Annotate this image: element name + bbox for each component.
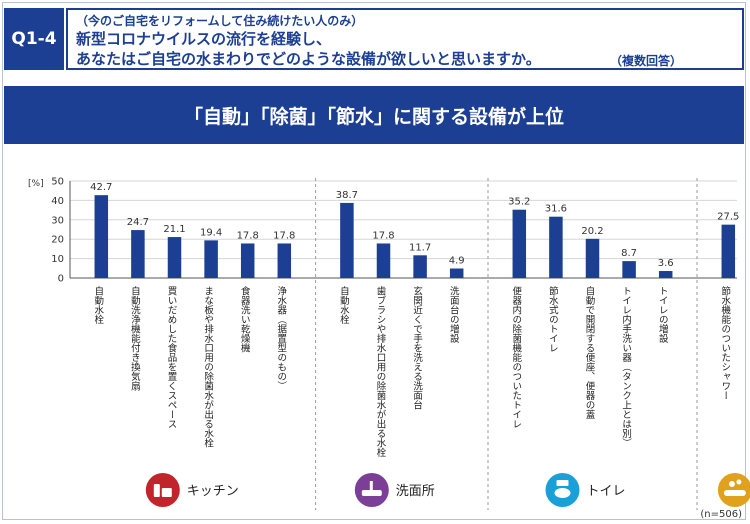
washroom-basin-glyph <box>361 490 382 496</box>
question-header: （今のご自宅をリフォームして住み続けたい人のみ） 新型コロナウイルスの流行を経験… <box>66 8 744 70</box>
category-label: 洗面台の増設 <box>448 285 460 344</box>
category-label: 便器内の除菌機能のついたトイレ <box>510 285 522 428</box>
question-line-1: 新型コロナウイルスの流行を経験し、 <box>76 30 332 48</box>
group-name: キッチン <box>187 484 239 499</box>
bar <box>277 243 292 278</box>
bar <box>512 209 527 278</box>
data-label: 17.8 <box>372 230 394 241</box>
toilet-tank-glyph <box>556 480 569 486</box>
category-label: 買いだめした食品を置くスペース <box>166 286 178 429</box>
y-tick-label: 30 <box>51 215 64 226</box>
data-label: 31.6 <box>545 204 567 215</box>
question-id: Q1-4 <box>11 29 57 49</box>
question-condition: （今のご自宅をリフォームして住み続けたい人のみ） <box>76 14 364 28</box>
data-label: 11.7 <box>409 242 431 253</box>
data-label: 35.2 <box>508 197 530 208</box>
y-tick-label: 40 <box>51 196 64 207</box>
data-label: 17.8 <box>273 230 295 241</box>
bar <box>721 224 736 278</box>
data-label: 42.7 <box>90 182 112 193</box>
data-label: 17.8 <box>237 230 259 241</box>
category-label: トイレの増設 <box>657 286 669 344</box>
question-id-badge: Q1-4 <box>4 8 64 70</box>
bath-tub-glyph <box>723 490 746 496</box>
y-tick-label: 20 <box>51 235 64 246</box>
bar <box>240 243 255 278</box>
group-name: トイレ <box>587 484 626 499</box>
bar <box>413 255 427 278</box>
data-label: 38.7 <box>336 190 358 201</box>
sample-size: (n=506) <box>700 509 742 520</box>
data-label: 21.1 <box>163 224 185 235</box>
kitchen-pot-glyph <box>161 488 172 497</box>
bar <box>549 216 563 278</box>
washroom-faucet-glyph <box>369 481 373 490</box>
category-label: 自動で開閉する便座、便器の蓋 <box>584 285 596 419</box>
bar <box>340 202 354 278</box>
y-tick-label: 10 <box>51 254 64 265</box>
category-label: 自動水栓 <box>92 285 104 325</box>
data-label: 20.2 <box>581 226 603 237</box>
category-label: まな板や排水口用の除菌水が出る水栓 <box>202 286 214 448</box>
data-label: 24.7 <box>127 217 149 228</box>
y-tick-label: 50 <box>51 177 64 188</box>
category-label: 浄水器（据置型のもの） <box>275 285 287 390</box>
headline-banner: 「自動」「除菌」「節水」に関する設備が上位 <box>4 86 744 144</box>
category-label: トイレ内手洗い器（タンク上とは別） <box>620 286 632 448</box>
bar <box>622 261 636 278</box>
bar <box>204 240 218 278</box>
category-label: 自動洗浄機能付き換気扇 <box>129 285 141 391</box>
category-label: 節水式のトイレ <box>547 285 559 352</box>
category-label: 節水機能のついたシャワー <box>719 285 731 400</box>
bath-bubble-glyph <box>728 481 735 487</box>
headline-text: 「自動」「除菌」「節水」に関する設備が上位 <box>183 105 564 128</box>
data-label: 27.5 <box>717 212 739 223</box>
category-label: 歯ブラシや排水口用の除菌水が出る水栓 <box>375 285 387 458</box>
question-note: （複数回答） <box>609 54 682 68</box>
category-label: 玄関近くで手を洗える洗面台 <box>411 285 423 410</box>
y-tick-label: 0 <box>58 274 64 285</box>
group-name: 洗面所 <box>396 484 435 499</box>
data-label: 8.7 <box>621 248 637 259</box>
bar <box>376 243 391 278</box>
bar <box>167 237 182 278</box>
kitchen-bottle-glyph <box>153 484 160 497</box>
bath-bubble-glyph <box>736 479 742 485</box>
bar <box>131 230 145 278</box>
y-axis-label: [%] <box>28 179 44 189</box>
bar <box>94 195 109 278</box>
category-label: 自動水栓 <box>338 285 350 325</box>
bar <box>585 238 600 278</box>
bar <box>658 271 673 278</box>
question-line-2: あなたはご自宅の水まわりでどのような設備が欲しいと思いますか。 <box>76 50 541 68</box>
data-label: 4.9 <box>449 255 465 266</box>
data-label: 19.4 <box>200 227 222 238</box>
data-label: 3.6 <box>658 258 674 269</box>
bar <box>449 268 464 278</box>
toilet-bowl-glyph <box>554 488 571 498</box>
category-label: 食器洗い乾燥機 <box>239 285 251 353</box>
